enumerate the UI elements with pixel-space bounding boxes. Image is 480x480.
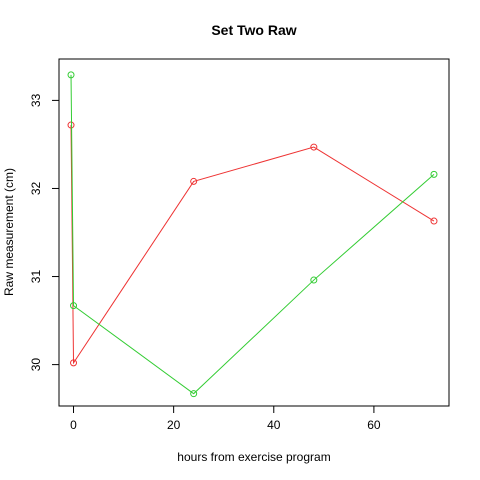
series-1-point-0 <box>67 71 75 79</box>
series-0-point-1 <box>70 359 78 367</box>
series-0 <box>67 121 438 367</box>
series-1-point-3 <box>310 276 318 284</box>
y-tick-label-1: 31 <box>29 270 43 284</box>
plot-frame <box>58 58 450 407</box>
y-axis: 30 31 32 33 <box>29 93 59 371</box>
series-1-point-2 <box>190 390 198 398</box>
x-axis-label: hours from exercise program <box>177 450 330 464</box>
series-1-point-4 <box>430 170 438 178</box>
x-tick-label-0: 0 <box>70 418 77 432</box>
x-tick-label-3: 60 <box>367 418 381 432</box>
series-1-point-1 <box>70 302 78 310</box>
series-0-point-0 <box>67 121 75 129</box>
series-0-line <box>70 125 435 365</box>
x-tick-label-1: 20 <box>167 418 181 432</box>
series-0-point-3 <box>310 143 318 151</box>
series-1 <box>67 71 438 398</box>
y-axis-label: Raw measurement (cm) <box>2 168 16 296</box>
series-layer <box>67 71 438 398</box>
series-1-line <box>70 74 435 395</box>
series-0-point-2 <box>190 177 198 185</box>
chart-title: Set Two Raw <box>211 22 296 38</box>
series-0-point-4 <box>430 217 438 225</box>
y-tick-label-3: 33 <box>29 93 43 107</box>
x-tick-label-2: 40 <box>267 418 281 432</box>
y-tick-label-0: 30 <box>29 358 43 372</box>
y-tick-label-2: 32 <box>29 181 43 195</box>
x-axis: 0 20 40 60 <box>70 406 381 432</box>
